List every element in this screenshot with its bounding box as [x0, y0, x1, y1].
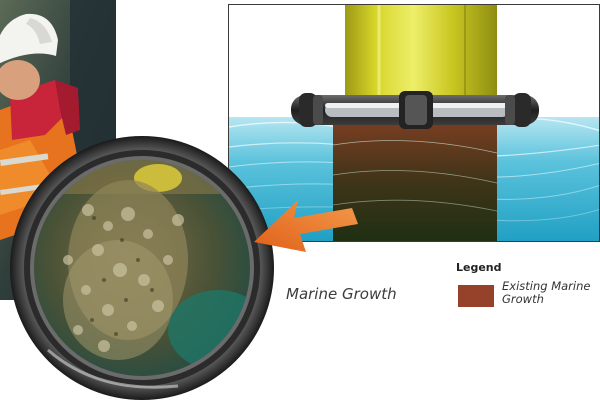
legend: Legend Existing Marine Growth	[456, 261, 600, 321]
legend-title: Legend	[456, 261, 502, 274]
arrow-icon	[254, 200, 358, 252]
legend-label-growth: Existing Marine Growth	[502, 279, 591, 306]
magnifier-svg	[10, 136, 274, 400]
pile-diagram	[228, 4, 600, 242]
marine-growth-label: Marine Growth	[286, 285, 397, 303]
magnifier-closeup	[8, 130, 280, 404]
pointer-arrow	[250, 178, 360, 258]
legend-swatch-growth	[458, 285, 494, 307]
